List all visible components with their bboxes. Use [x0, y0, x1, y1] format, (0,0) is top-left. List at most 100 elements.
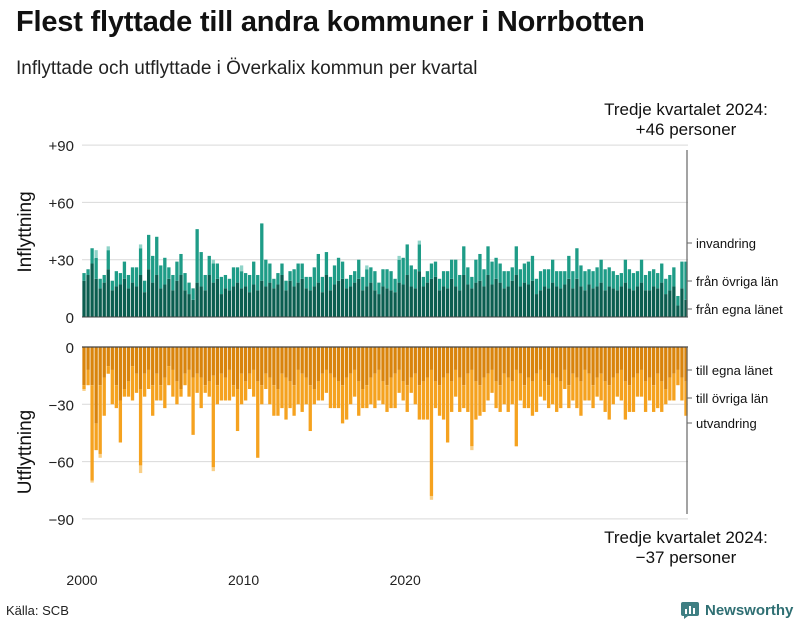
- inflow-bar-segment: [231, 267, 236, 287]
- top-y-axis-title: Inflyttning: [15, 191, 36, 272]
- outflow-bar-segment: [175, 347, 179, 382]
- outflow-bar-segment: [664, 389, 668, 405]
- inflow-bar-segment: [90, 263, 94, 317]
- outflow-bar-segment: [478, 347, 482, 386]
- inflow-bar-segment: [320, 276, 325, 293]
- outflow-bar-segment: [272, 347, 276, 386]
- outflow-bar-segment: [591, 347, 595, 386]
- bottom-legend-label: till egna länet: [696, 363, 773, 378]
- outflow-bar-segment: [211, 467, 215, 472]
- outflow-bar-segment: [163, 377, 167, 409]
- outflow-bar-segment: [328, 373, 333, 409]
- outflow-bar-segment: [652, 347, 656, 386]
- inflow-bar-segment: [433, 276, 438, 317]
- inflow-bar-segment: [252, 261, 256, 285]
- outflow-bar-segment: [458, 347, 462, 378]
- inflow-bar-segment: [478, 253, 482, 281]
- inflow-bar-segment: [86, 269, 90, 275]
- inflow-bar-segment: [138, 244, 143, 249]
- outflow-bar-segment: [159, 385, 163, 401]
- outflow-bar-segment: [389, 377, 393, 409]
- inflow-bar-segment: [179, 253, 183, 275]
- inflow-bar-segment: [526, 261, 531, 285]
- inflow-bar-segment: [130, 282, 135, 317]
- inflow-bar-segment: [546, 269, 551, 289]
- inflow-bar-segment: [134, 286, 139, 317]
- outflow-bar-segment: [361, 347, 365, 390]
- inflow-bar-segment: [555, 286, 559, 317]
- inflow-bar-segment: [607, 267, 611, 287]
- outflow-bar-segment: [445, 347, 450, 374]
- bottom-y-tick-label: −60: [49, 455, 74, 472]
- outflow-bar-segment: [559, 381, 563, 409]
- outflow-bar-segment: [647, 347, 652, 378]
- inflow-bar-segment: [445, 288, 450, 317]
- inflow-bar-segment: [219, 276, 224, 295]
- inflow-bar-segment: [276, 273, 280, 285]
- outflow-bar-segment: [215, 385, 219, 405]
- inflow-bar-segment: [551, 259, 555, 283]
- inflow-bar-segment: [530, 255, 535, 281]
- outflow-bar-segment: [563, 369, 567, 390]
- outflow-bar-segment: [235, 347, 240, 390]
- bottom-y-axis-title: Utflyttning: [15, 410, 36, 494]
- outflow-bar-segment: [454, 347, 458, 370]
- outflow-bar-segment: [668, 377, 672, 401]
- inflow-bar-segment: [179, 274, 183, 317]
- outflow-bar-segment: [276, 347, 280, 390]
- outflow-bar-segment: [361, 389, 365, 409]
- inflow-bar-segment: [361, 290, 365, 317]
- outflow-bar-segment: [559, 347, 563, 382]
- inflow-bar-segment: [575, 248, 579, 279]
- outflow-bar-segment: [579, 381, 583, 416]
- inflow-bar-segment: [567, 255, 571, 279]
- outflow-bar-segment: [595, 377, 599, 397]
- inflow-bar-segment: [559, 288, 563, 317]
- outflow-bar-segment: [490, 369, 494, 393]
- outflow-bar-segment: [575, 377, 579, 409]
- inflow-bar-segment: [458, 274, 462, 291]
- inflow-bar-segment: [413, 269, 417, 289]
- outflow-bar-segment: [155, 373, 159, 401]
- outflow-bar-segment: [425, 347, 430, 378]
- outflow-bar-segment: [316, 347, 320, 382]
- outflow-bar-segment: [619, 347, 623, 370]
- inflow-bar-segment: [409, 265, 413, 287]
- inflow-bar-segment: [349, 274, 353, 287]
- outflow-bar-segment: [340, 347, 345, 386]
- outflow-bar-segment: [90, 480, 94, 483]
- inflow-bar-segment: [462, 246, 466, 275]
- inflow-bar-segment: [534, 294, 539, 317]
- top-callout-line2: +46 personer: [636, 120, 737, 139]
- inflow-bar-segment: [417, 240, 421, 245]
- outflow-bar-segment: [260, 385, 264, 405]
- inflow-bar-segment: [211, 259, 215, 264]
- inflow-bar-segment: [478, 280, 482, 317]
- bottom-legend-label: utvandring: [696, 416, 757, 431]
- inflow-bar-segment: [98, 278, 102, 289]
- inflow-bar-segment: [300, 263, 304, 279]
- inflow-bar-segment: [425, 282, 430, 317]
- inflow-bar-segment: [401, 284, 405, 317]
- outflow-bar-segment: [474, 347, 478, 382]
- outflow-bar-segment: [417, 347, 421, 386]
- outflow-bar-segment: [522, 385, 527, 409]
- inflow-bar-segment: [684, 261, 688, 300]
- outflow-bar-segment: [474, 381, 478, 420]
- outflow-bar-segment: [466, 373, 470, 412]
- inflow-bar-segment: [344, 278, 349, 289]
- outflow-bar-segment: [425, 377, 430, 420]
- outflow-bar-segment: [676, 369, 680, 386]
- inflow-bar-segment: [288, 280, 292, 317]
- top-callout-line1: Tredje kvartalet 2024:: [604, 100, 768, 119]
- inflow-bar-segment: [627, 269, 632, 289]
- bottom-y-tick-label: −90: [49, 512, 74, 529]
- inflow-bar-segment: [336, 257, 341, 281]
- outflow-bar-segment: [272, 385, 276, 416]
- inflow-bar-segment: [546, 288, 551, 317]
- outflow-bar-segment: [502, 373, 506, 405]
- outflow-bar-segment: [231, 385, 236, 397]
- inflow-bar-segment: [595, 267, 599, 287]
- inflow-bar-segment: [385, 269, 389, 289]
- outflow-bar-segment: [385, 347, 389, 386]
